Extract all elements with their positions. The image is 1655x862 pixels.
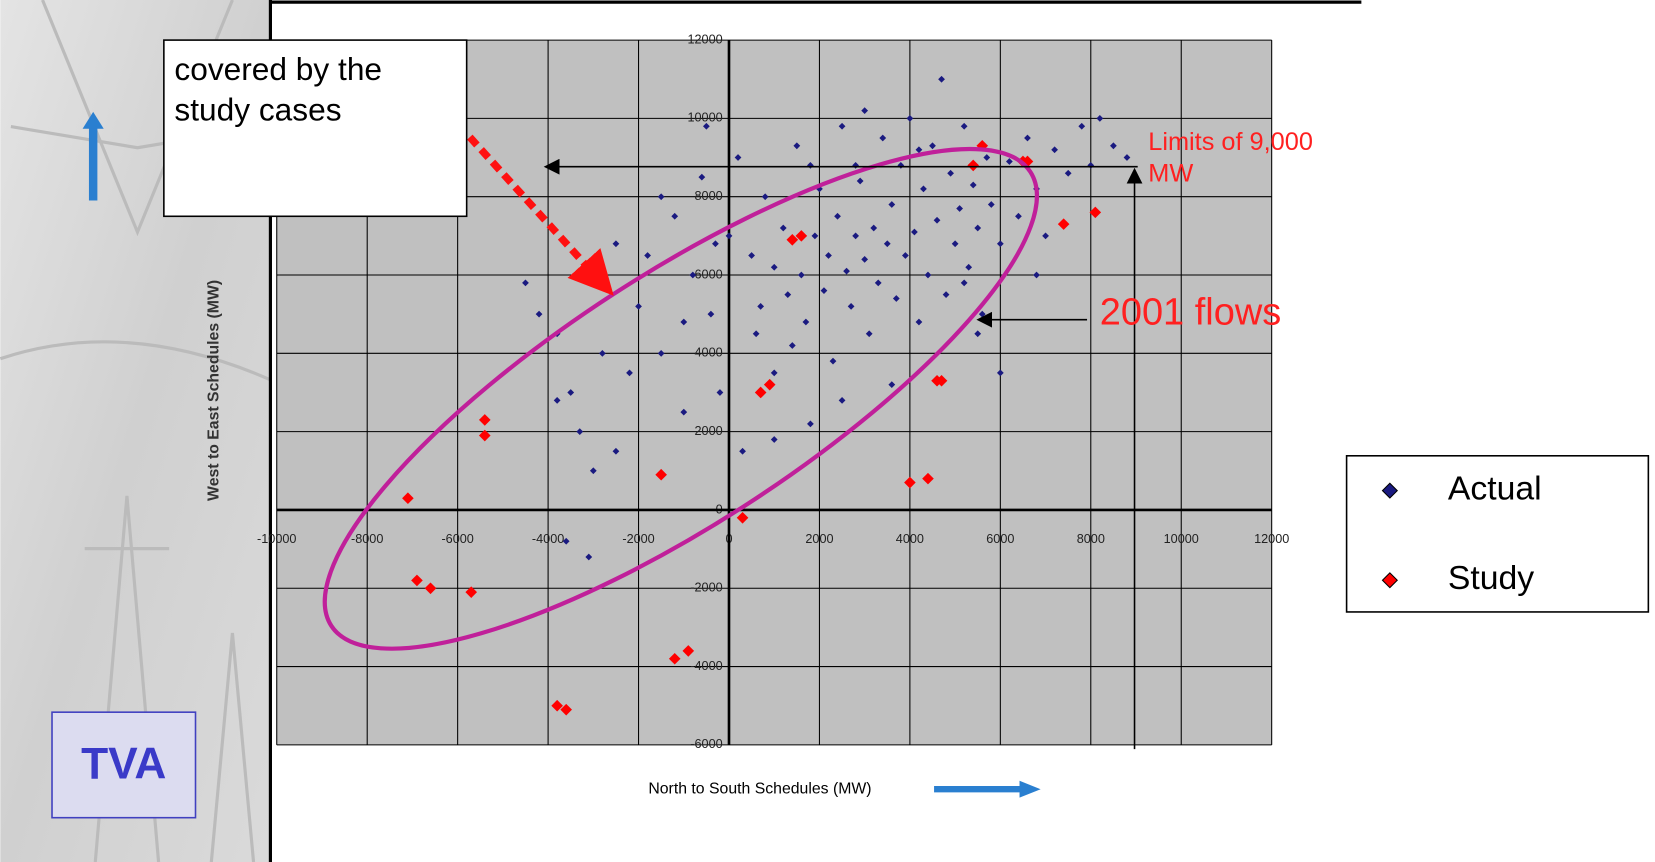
slide: -10000-8000-6000-4000-200002000400060008… — [0, 0, 1655, 862]
flows-note: 2001 flows — [1100, 291, 1282, 333]
y-tick-label: 8000 — [695, 189, 723, 203]
x-tick-label: 2000 — [805, 532, 833, 546]
limits-note: Limits of 9,000 MW — [1148, 127, 1327, 211]
y-tick-label: -2000 — [690, 581, 722, 595]
x-tick-label: 6000 — [986, 532, 1014, 546]
x-tick-label: -8000 — [351, 532, 383, 546]
note-text: covered by the study cases — [174, 51, 464, 131]
y-tick-label: 10000 — [687, 111, 722, 125]
x-tick-label: 12000 — [1254, 532, 1289, 546]
note: covered by the study cases — [174, 51, 464, 209]
y-tick-label: 12000 — [687, 32, 722, 46]
x-tick-label: 8000 — [1077, 532, 1105, 546]
x-tick-label: -10000 — [257, 532, 296, 546]
x-tick-label: -4000 — [532, 532, 564, 546]
y-tick-label: -6000 — [690, 737, 722, 751]
limits-text: Limits of 9,000 MW — [1148, 127, 1327, 190]
y-tick-label: 6000 — [695, 267, 723, 281]
y-axis-label: West to East Schedules (MW) — [206, 280, 223, 501]
x-tick-label: -2000 — [622, 532, 654, 546]
x-tick-label: 10000 — [1164, 532, 1199, 546]
x-axis-label: North to South Schedules (MW) — [648, 780, 871, 797]
x-tick-label: -6000 — [441, 532, 473, 546]
logo: TVA — [81, 740, 166, 789]
page: -10000-8000-6000-4000-200002000400060008… — [0, 0, 1655, 862]
y-tick-label: 4000 — [695, 346, 723, 360]
legend-label: Actual — [1448, 470, 1542, 508]
right-arrow-head — [1020, 781, 1041, 798]
legend-label: Study — [1448, 559, 1534, 597]
x-tick-label: 4000 — [896, 532, 924, 546]
y-tick-label: -4000 — [690, 659, 722, 673]
y-tick-label: 2000 — [695, 424, 723, 438]
